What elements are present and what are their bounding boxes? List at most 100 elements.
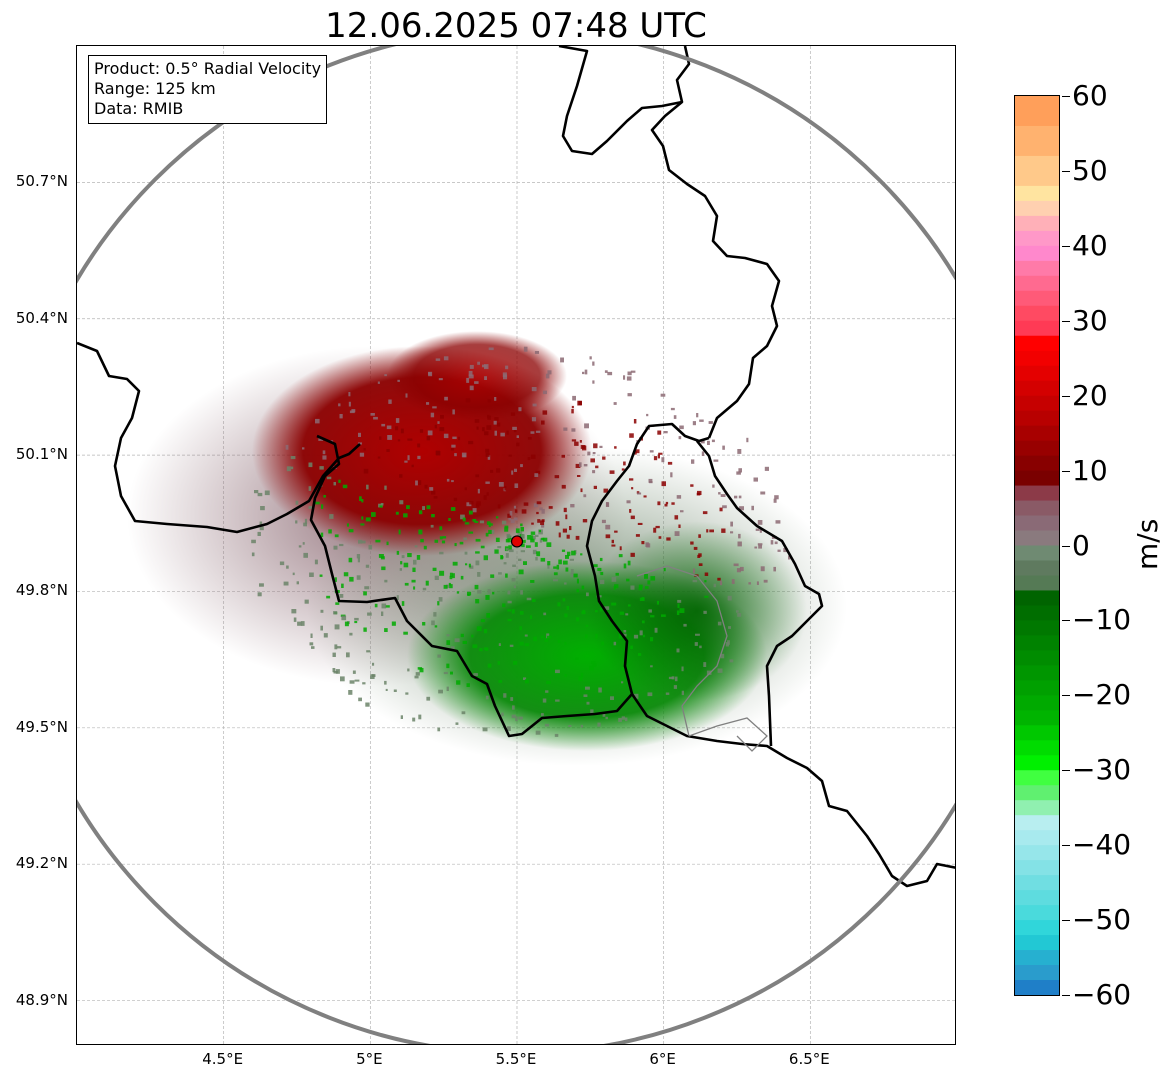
echo-pixel	[333, 482, 336, 486]
border-belgium-netherlands-north	[558, 46, 683, 156]
radar-site-marker[interactable]	[510, 535, 524, 548]
colorbar-band-39	[1015, 725, 1059, 741]
echo-pixel	[623, 630, 627, 633]
echo-pixel	[318, 438, 324, 441]
colorbar-band-14	[1015, 350, 1059, 367]
echo-pixel	[475, 474, 480, 478]
echo-pixel	[523, 561, 527, 565]
echo-pixel	[649, 450, 654, 453]
echo-pixel	[505, 538, 510, 543]
echo-pixel	[509, 511, 513, 516]
echo-inbound-east	[587, 521, 807, 701]
echo-pixel	[384, 628, 388, 632]
echo-pixel	[586, 701, 590, 705]
echo-pixel	[681, 690, 684, 696]
echo-pixel	[562, 560, 568, 565]
echo-pixel	[628, 604, 631, 607]
echo-pixel	[637, 522, 643, 525]
lon-tick-label-4: 6.5°E	[788, 1050, 830, 1068]
echo-pixel	[569, 558, 574, 561]
echo-pixel	[348, 690, 353, 695]
echo-pixel	[788, 555, 791, 560]
echo-pixel	[431, 514, 435, 518]
echo-pixel	[607, 371, 613, 376]
echo-pixel	[433, 496, 438, 499]
echo-pixel	[564, 613, 568, 618]
colorbar-band-29	[1015, 575, 1059, 591]
echo-pixel	[653, 527, 657, 533]
echo-pixel	[609, 470, 615, 474]
echo-pixel	[532, 549, 537, 555]
radar-map[interactable]	[76, 45, 956, 1045]
echo-pixel	[677, 599, 682, 603]
echo-pixel	[737, 613, 742, 617]
echo-pixel	[379, 505, 383, 508]
echo-pixel	[458, 436, 461, 441]
echo-pixel	[553, 579, 558, 582]
echo-pixel	[564, 582, 567, 585]
echo-pixel	[437, 727, 441, 732]
echo-pixel	[590, 709, 594, 714]
echo-pixel	[251, 539, 256, 544]
echo-pixel	[580, 724, 583, 728]
echo-pixel	[604, 370, 608, 373]
echo-pixel	[664, 503, 668, 507]
echo-pixel	[737, 449, 742, 454]
echo-pixel	[560, 357, 564, 363]
echo-pixel	[734, 495, 738, 499]
echo-pixel	[308, 486, 312, 491]
lat-tick-label-1: 50.4°N	[15, 308, 68, 327]
echo-pixel	[614, 446, 617, 449]
echo-pixel	[627, 393, 632, 397]
colorbar-band-32	[1015, 620, 1059, 636]
echo-pixel	[625, 613, 629, 616]
echo-pixel	[475, 560, 480, 566]
velocity-colorbar	[1014, 95, 1060, 996]
echo-pixel	[546, 680, 551, 684]
echo-pixel	[453, 497, 458, 502]
echo-pixel	[426, 696, 431, 701]
echo-pixel	[530, 531, 536, 535]
echo-pixel	[563, 507, 567, 513]
echo-pixel	[341, 583, 344, 588]
echo-pixel	[418, 529, 423, 535]
echo-pixel	[541, 508, 545, 514]
echo-pixel	[648, 609, 652, 613]
echo-pixel	[647, 580, 651, 585]
echo-pixel	[296, 581, 299, 585]
echo-pixel	[555, 521, 560, 526]
echo-pixel	[496, 468, 501, 473]
echo-pixel	[446, 478, 450, 482]
echo-pixel	[412, 717, 416, 722]
echo-pixel	[507, 600, 512, 604]
echo-pixel	[646, 413, 649, 417]
echo-pixel	[657, 430, 662, 435]
echo-pixel	[775, 520, 781, 524]
echo-pixel	[518, 407, 522, 412]
echo-pixel	[534, 542, 538, 547]
echo-pixel	[290, 456, 296, 460]
echo-pixel	[439, 551, 444, 555]
echo-pixel	[344, 621, 349, 627]
echo-pixel	[476, 501, 481, 506]
lat-tick-label-3: 49.8°N	[15, 581, 68, 600]
echo-pixel	[513, 517, 518, 521]
echo-pixel	[490, 574, 495, 578]
echo-pixel	[728, 626, 731, 629]
echo-pixel	[405, 692, 409, 695]
echo-pixel	[320, 609, 324, 613]
lon-tick-label-1: 5°E	[356, 1050, 383, 1068]
echo-pixel	[518, 558, 522, 561]
echo-pixel	[495, 537, 500, 542]
echo-pixel	[413, 586, 416, 590]
colorbar-band-40	[1015, 740, 1059, 756]
echo-pixel	[500, 556, 504, 559]
echo-pixel	[589, 665, 594, 671]
colorbar-tick-5	[1062, 470, 1070, 472]
echo-pixel	[448, 582, 451, 586]
echo-pixel	[630, 515, 635, 520]
echo-pixel	[521, 534, 525, 539]
lon-tick-label-3: 6°E	[649, 1050, 676, 1068]
echo-pixel	[333, 611, 338, 615]
echo-pixel	[257, 492, 263, 497]
